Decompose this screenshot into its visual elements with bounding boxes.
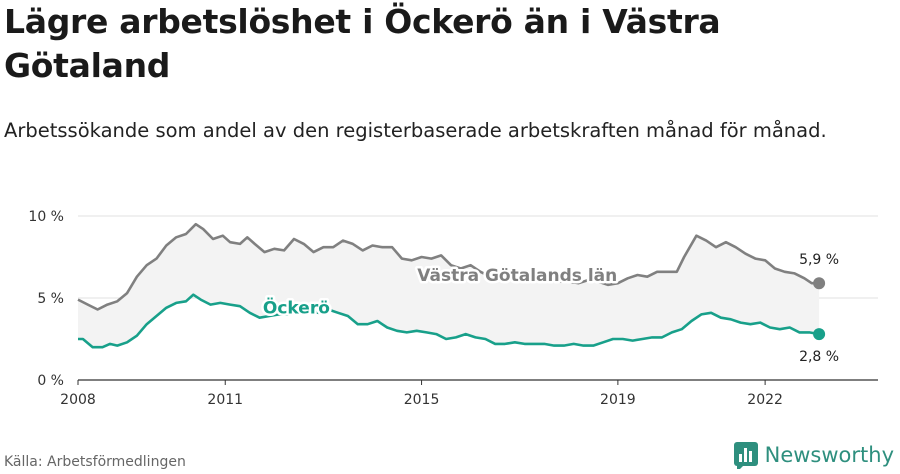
- x-tick-label: 2008: [60, 392, 96, 408]
- line-chart: 0 % 5 % 10 % 2008 2011 2015 2019 2022 5,9 % 2,8 %…: [28, 209, 878, 408]
- end-label-vastra-gotaland: 5,9 %: [799, 252, 839, 268]
- chart-subtitle: Arbetssökande som andel av den registerb…: [4, 119, 827, 142]
- y-tick-label: 5 %: [37, 291, 64, 307]
- newsworthy-logo-icon: [733, 442, 758, 469]
- y-tick-label: 10 %: [28, 209, 64, 225]
- x-tick-label: 2011: [207, 392, 243, 408]
- x-tick-label: 2019: [600, 392, 636, 408]
- brand-name: Newsworthy: [764, 443, 894, 467]
- end-label-ockero: 2,8 %: [799, 349, 839, 365]
- source-note: Källa: Arbetsförmedlingen: [4, 454, 186, 470]
- chart-title: Lägre arbetslöshet i Öckerö än i Västra …: [4, 2, 721, 85]
- series-line-vastra-gotaland: [77, 222, 820, 311]
- series-line-ockero: [78, 293, 820, 349]
- end-point-vastra-gotaland: [813, 277, 826, 290]
- x-tick-label: 2022: [747, 392, 783, 408]
- series-label-vastra-gotaland: Västra Götalands län: [417, 266, 617, 286]
- brand-logo: Newsworthy: [733, 440, 894, 470]
- x-tick-label: 2015: [404, 392, 440, 408]
- series-label-ockero: Öckerö: [263, 297, 330, 319]
- end-point-ockero: [813, 328, 826, 341]
- y-tick-label: 0 %: [37, 373, 64, 389]
